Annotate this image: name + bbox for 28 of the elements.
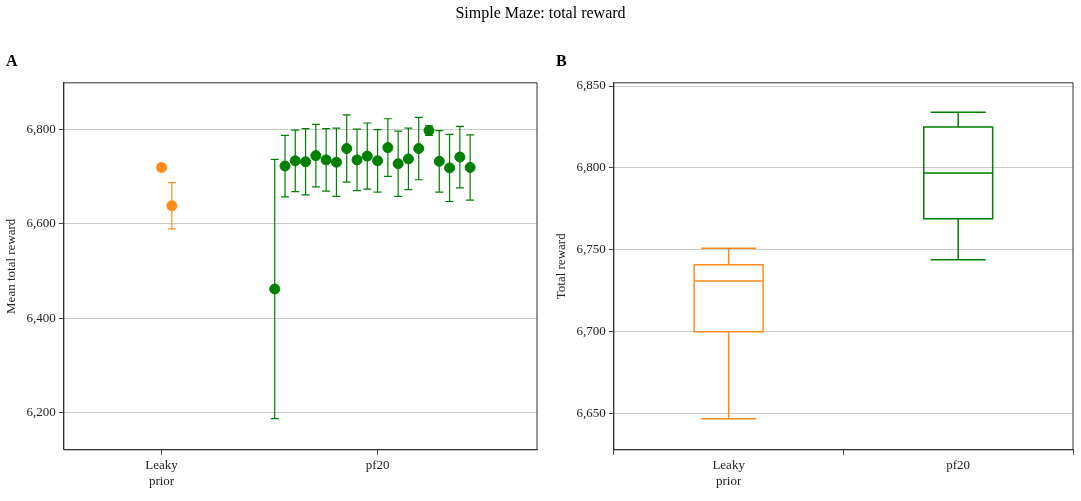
y-tick-label: 6,400 xyxy=(26,309,56,325)
point xyxy=(433,155,445,167)
point xyxy=(372,155,384,167)
text: A xyxy=(6,52,18,70)
y-tick-label: 6,800 xyxy=(576,159,606,175)
chart-title: Simple Maze: total reward xyxy=(455,4,626,21)
y-tick-label: 6,650 xyxy=(576,405,606,421)
point xyxy=(341,143,353,155)
y-tick-label: 6,750 xyxy=(576,241,606,257)
x-tick-label: pf20 xyxy=(946,457,971,473)
point xyxy=(269,283,281,295)
y-tick-label: 6,600 xyxy=(26,215,56,231)
y-tick-label: 6,200 xyxy=(26,404,56,420)
x-tick-label: Leaky prior xyxy=(712,457,746,488)
point xyxy=(330,156,342,168)
y-axis-title: Total reward xyxy=(553,232,569,300)
x-tick-label: Leaky prior xyxy=(145,457,179,488)
text: B xyxy=(556,52,567,70)
y-tick-label: 6,700 xyxy=(576,323,606,339)
point xyxy=(413,143,425,155)
x-tick-label: pf20 xyxy=(365,457,390,473)
point xyxy=(402,153,414,165)
point xyxy=(444,162,456,174)
point xyxy=(300,156,312,168)
y-tick-label: 6,800 xyxy=(26,120,56,136)
point xyxy=(361,150,373,162)
y-tick-label: 6,850 xyxy=(576,77,606,93)
y-axis-title: Mean total reward xyxy=(3,218,19,314)
